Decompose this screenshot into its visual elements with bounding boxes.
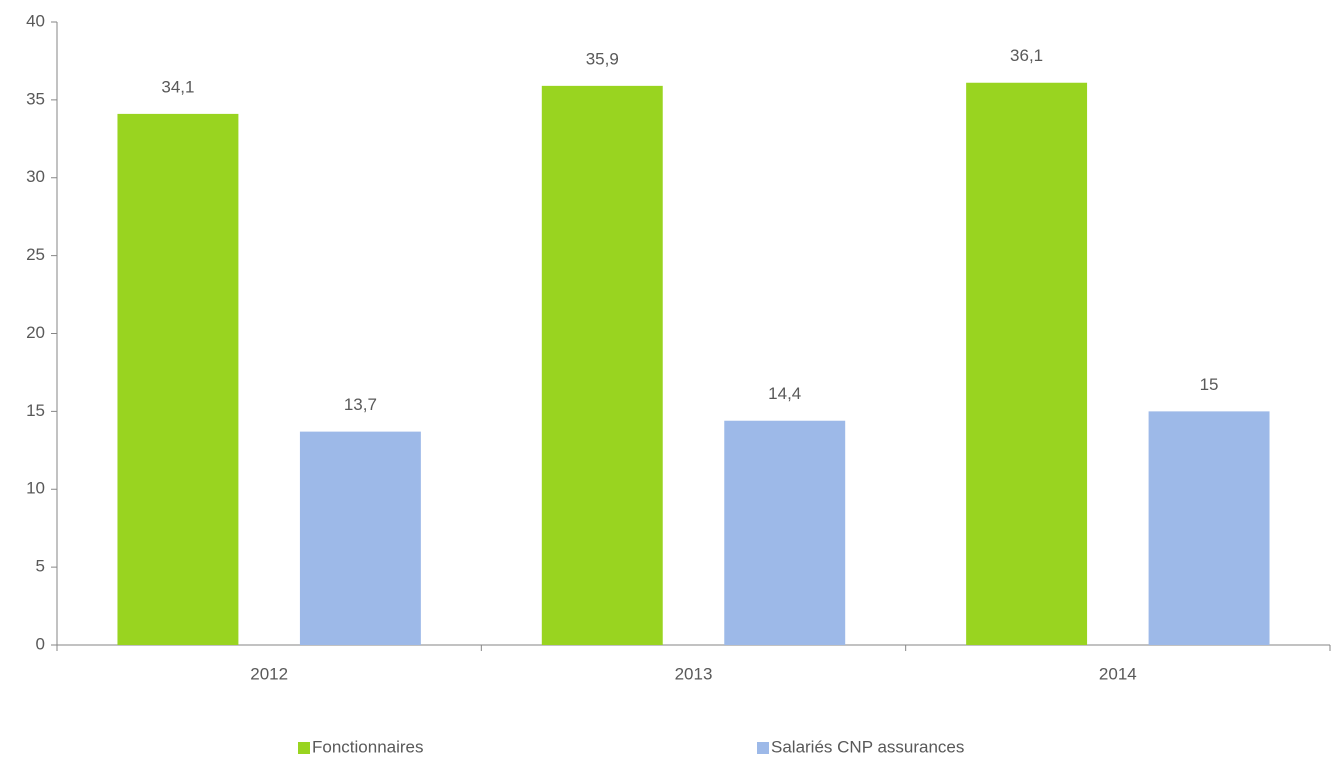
- y-tick-label: 10: [26, 479, 45, 498]
- bar: [724, 420, 846, 645]
- y-tick-label: 40: [26, 11, 45, 30]
- data-label: 35,9: [586, 49, 619, 68]
- legend-swatch: [757, 742, 769, 754]
- data-label: 34,1: [161, 77, 194, 96]
- y-tick-label: 15: [26, 401, 45, 420]
- y-tick-label: 0: [36, 634, 45, 653]
- data-label: 36,1: [1010, 46, 1043, 65]
- legend-label: Fonctionnaires: [312, 737, 424, 756]
- data-label: 15: [1200, 375, 1219, 394]
- legend-label: Salariés CNP assurances: [771, 737, 964, 756]
- bar: [1148, 411, 1270, 645]
- data-label: 14,4: [768, 384, 801, 403]
- y-tick-label: 20: [26, 323, 45, 342]
- y-tick-label: 35: [26, 89, 45, 108]
- legend-swatch: [298, 742, 310, 754]
- x-tick-label: 2012: [250, 664, 288, 683]
- bar: [966, 82, 1088, 646]
- bar: [541, 85, 663, 646]
- x-tick-label: 2013: [675, 664, 713, 683]
- y-tick-label: 30: [26, 167, 45, 186]
- y-tick-label: 5: [36, 557, 45, 576]
- data-label: 13,7: [344, 395, 377, 414]
- x-tick-label: 2014: [1099, 664, 1137, 683]
- bar: [299, 431, 421, 645]
- y-tick-label: 25: [26, 245, 45, 264]
- bar: [117, 113, 239, 645]
